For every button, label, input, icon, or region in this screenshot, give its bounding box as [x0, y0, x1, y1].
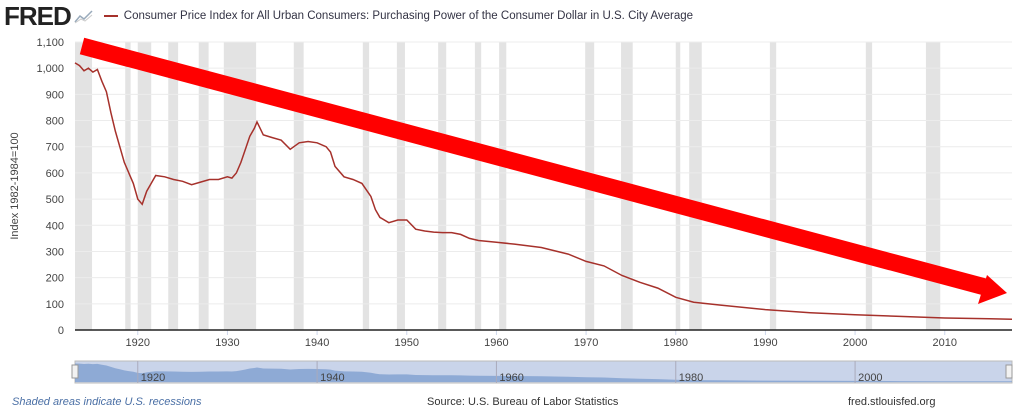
navigator-handle-left[interactable]: [71, 364, 79, 379]
y-tick-label: 0: [58, 325, 64, 337]
legend-swatch: [103, 15, 118, 17]
recession-band: [925, 42, 941, 330]
annotation-arrowhead: [978, 275, 1007, 304]
y-tick-label: 800: [46, 116, 64, 128]
y-tick-label: 600: [46, 168, 64, 180]
recession-band: [675, 42, 681, 330]
chart-line-icon: [74, 10, 93, 24]
recession-band: [362, 42, 370, 330]
x-tick-label: 2010: [933, 337, 957, 349]
recession-band: [293, 42, 304, 330]
recession-band: [396, 42, 405, 330]
recession-band: [438, 42, 447, 330]
y-tick-label: 300: [46, 246, 64, 258]
site-link[interactable]: fred.stlouisfed.org: [848, 396, 936, 408]
chart: 0 100 200 300 400 500 600 700 800 900 1,000 1,100 19…: [9, 37, 1013, 384]
recession-band: [474, 42, 482, 330]
navigator-tick-label: 1960: [499, 372, 523, 384]
recession-band: [865, 42, 873, 330]
navigator-tick-label: 1940: [320, 372, 344, 384]
recession-band: [125, 42, 131, 330]
recession-band: [137, 42, 152, 330]
navigator-tick-label: 2000: [858, 372, 882, 384]
chart-header: FRED Consumer Price Index for All Urban …: [4, 1, 694, 31]
recession-band: [198, 42, 209, 330]
y-tick-label: 400: [46, 220, 64, 232]
navigator-area: [75, 363, 1012, 382]
navigator-tick-label: 1980: [679, 372, 703, 384]
recession-note: Shaded areas indicate U.S. recessions: [12, 396, 202, 408]
x-tick-label: 1930: [215, 337, 239, 349]
chart-title[interactable]: Consumer Price Index for All Urban Consu…: [123, 10, 694, 22]
x-tick-label: 1940: [305, 337, 329, 349]
y-axis-label: Index 1982-1984=100: [9, 132, 21, 239]
x-tick-label: 1980: [664, 337, 688, 349]
y-tick-label: 1,100: [36, 37, 64, 49]
recession-band: [499, 42, 507, 330]
recession-band: [689, 42, 702, 330]
navigator[interactable]: 1920 1940 1960 1980 2000: [71, 360, 1013, 384]
recession-band: [168, 42, 179, 330]
fred-logo[interactable]: FRED: [4, 0, 72, 31]
y-tick-label: 200: [46, 273, 64, 285]
y-tick-label: 700: [46, 142, 64, 154]
recession-band: [75, 42, 93, 330]
y-tick-label: 1,000: [36, 63, 64, 75]
y-tick-label: 900: [46, 89, 64, 101]
y-tick-label: 100: [46, 299, 64, 311]
navigator-handle-right[interactable]: [1005, 364, 1013, 379]
y-tick-label: 500: [46, 194, 64, 206]
annotation-arrow: [79, 37, 988, 296]
x-tick-label: 1990: [753, 337, 777, 349]
x-tick-label: 1970: [574, 337, 598, 349]
series-line: [74, 62, 1013, 321]
recession-band: [769, 42, 777, 330]
navigator-tick-label: 1920: [141, 372, 165, 384]
x-tick-label: 1950: [395, 337, 419, 349]
x-tick-label: 1960: [484, 337, 508, 349]
x-tick-label: 2000: [843, 337, 867, 349]
x-tick-label: 1920: [126, 337, 150, 349]
source[interactable]: Source: U.S. Bureau of Labor Statistics: [427, 396, 619, 408]
